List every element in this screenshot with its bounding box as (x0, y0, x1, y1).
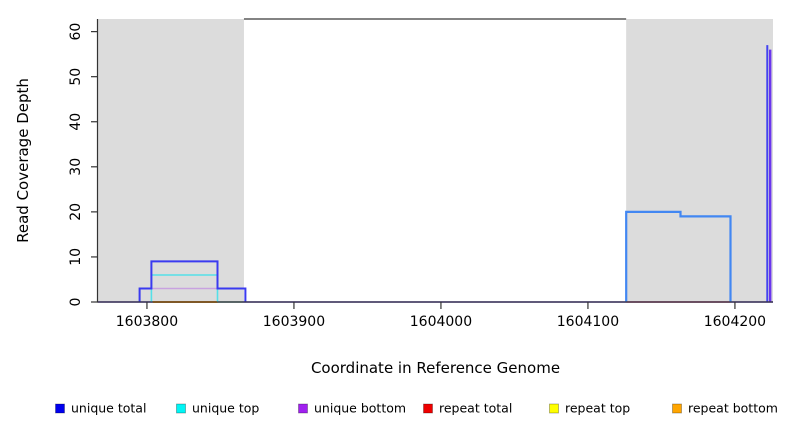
x-tick-label: 1603800 (116, 314, 178, 330)
x-tick-label: 1603900 (263, 314, 325, 330)
series-line-unique-total-right (625, 210, 732, 302)
y-tick-label: 50 (68, 68, 84, 86)
legend: unique total unique top unique bottom repea… (55, 401, 778, 416)
axes: 1603800 1603900 1604000 1604100 1604200 0 10 20… (68, 18, 773, 330)
legend-label-repeat-bottom: repeat bottom (688, 401, 778, 416)
y-tick-label: 60 (68, 23, 84, 41)
x-tick-label: 1604000 (410, 314, 472, 330)
shaded-regions (98, 19, 773, 302)
legend-swatch-repeat-total (423, 403, 433, 414)
y-axis-title: Read Coverage Depth (14, 78, 32, 243)
legend-swatch-unique-total (55, 403, 65, 414)
x-axis-title: Coordinate in Reference Genome (311, 359, 560, 377)
legend-swatch-repeat-top (549, 403, 559, 414)
y-tick-label: 0 (68, 298, 84, 307)
legend-label-unique-bottom: unique bottom (314, 401, 406, 416)
y-tick-label: 40 (68, 113, 84, 131)
legend-label-unique-total: unique total (71, 401, 146, 416)
series-line-unique-total-left (138, 260, 247, 302)
x-tick-label: 1604100 (557, 314, 619, 330)
y-tick-label: 20 (68, 203, 84, 221)
legend-swatch-unique-top (176, 403, 186, 414)
left-gray-region (98, 19, 244, 302)
legend-label-unique-top: unique top (192, 401, 259, 416)
legend-swatch-unique-bottom (298, 403, 308, 414)
legend-label-repeat-total: repeat total (439, 401, 512, 416)
y-tick-label: 10 (68, 248, 84, 266)
legend-swatch-repeat-bottom (672, 403, 682, 414)
right-gray-region (626, 19, 773, 302)
x-tick-label: 1604200 (704, 314, 766, 330)
legend-label-repeat-top: repeat top (565, 401, 630, 416)
y-tick-label: 30 (68, 158, 84, 176)
